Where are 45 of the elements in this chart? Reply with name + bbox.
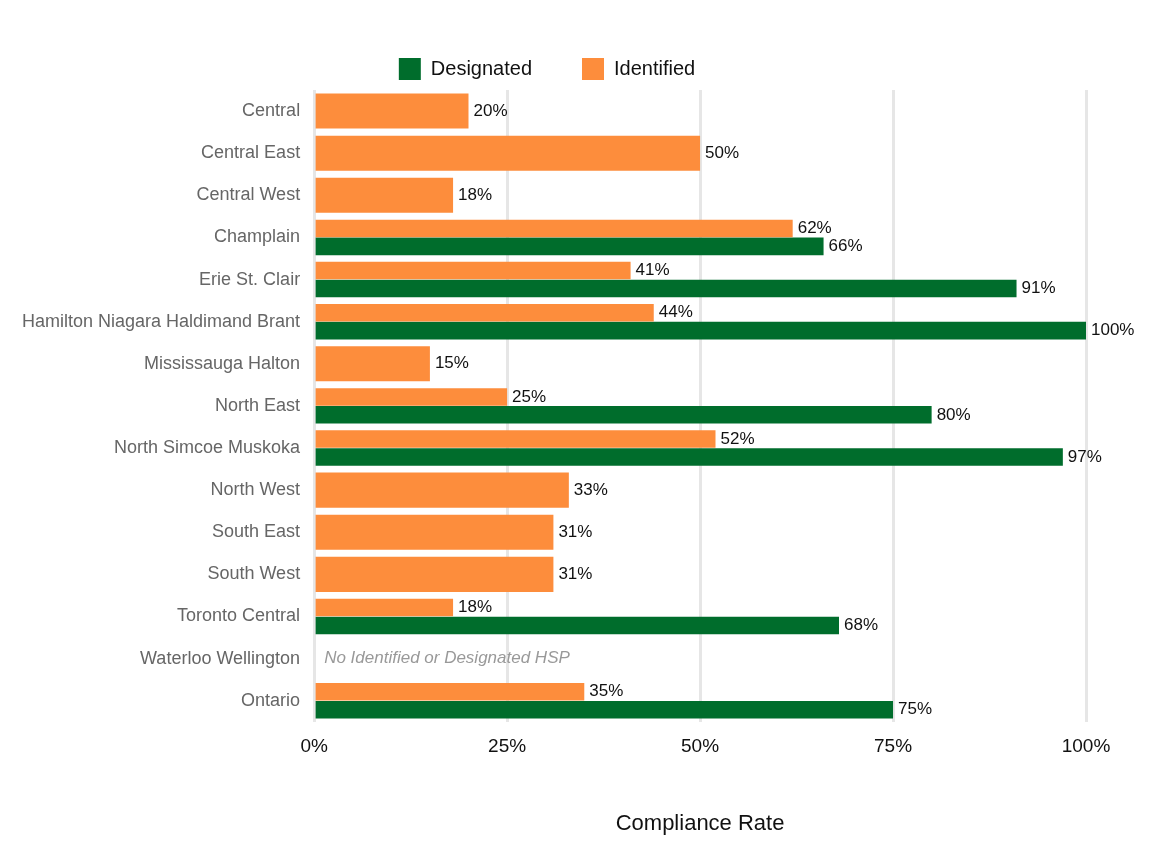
data-label: 31% — [558, 521, 593, 541]
y-tick-label: North East — [215, 394, 301, 415]
data-label: 80% — [936, 404, 971, 424]
legend-label: Designated — [430, 56, 533, 79]
data-label: 33% — [573, 479, 608, 499]
y-tick-label: Central East — [201, 142, 301, 163]
x-tick-label: 0% — [300, 735, 328, 757]
data-label: 41% — [635, 260, 670, 280]
data-label: 50% — [705, 142, 740, 162]
y-tick-label: Central — [242, 100, 301, 121]
y-tick-label: Hamilton Niagara Haldimand Brant — [21, 310, 301, 331]
data-label: 100% — [1091, 320, 1135, 340]
data-label: 25% — [512, 386, 547, 406]
legend-label: Identified — [614, 56, 696, 79]
y-tick-label: Mississauga Halton — [144, 352, 301, 373]
x-tick-label: 50% — [681, 735, 720, 757]
y-tick-label: Toronto Central — [177, 605, 301, 626]
y-tick-label: Central West — [196, 184, 301, 205]
data-label: 44% — [658, 302, 693, 322]
data-label: 18% — [458, 184, 493, 204]
x-tick-label: 25% — [488, 735, 527, 757]
data-label: 68% — [844, 615, 879, 635]
data-label: 15% — [434, 353, 469, 373]
data-label: 52% — [720, 428, 755, 448]
y-tick-label: Erie St. Clair — [199, 268, 301, 289]
y-tick-label: South West — [207, 563, 301, 584]
data-label: 20% — [473, 100, 508, 120]
data-label: 31% — [558, 564, 593, 584]
data-label: 91% — [1021, 278, 1056, 298]
x-axis-title: Compliance Rate — [615, 809, 785, 835]
data-label: 97% — [1067, 446, 1102, 466]
x-tick-label: 75% — [874, 735, 913, 757]
data-label: 62% — [797, 218, 832, 238]
y-tick-label: North Simcoe Muskoka — [114, 436, 302, 457]
y-tick-label: North West — [210, 479, 301, 500]
data-label: 18% — [458, 597, 493, 617]
x-tick-label: 100% — [1061, 735, 1111, 757]
annotation: No Identified or Designated HSP — [324, 648, 571, 668]
data-label: 66% — [828, 236, 863, 256]
data-label: 75% — [898, 699, 933, 719]
y-tick-label: Champlain — [214, 226, 301, 247]
y-tick-label: South East — [212, 521, 301, 542]
y-tick-label: Waterloo Wellington — [140, 647, 301, 668]
data-label: 35% — [589, 681, 624, 701]
y-tick-label: Ontario — [241, 689, 301, 710]
